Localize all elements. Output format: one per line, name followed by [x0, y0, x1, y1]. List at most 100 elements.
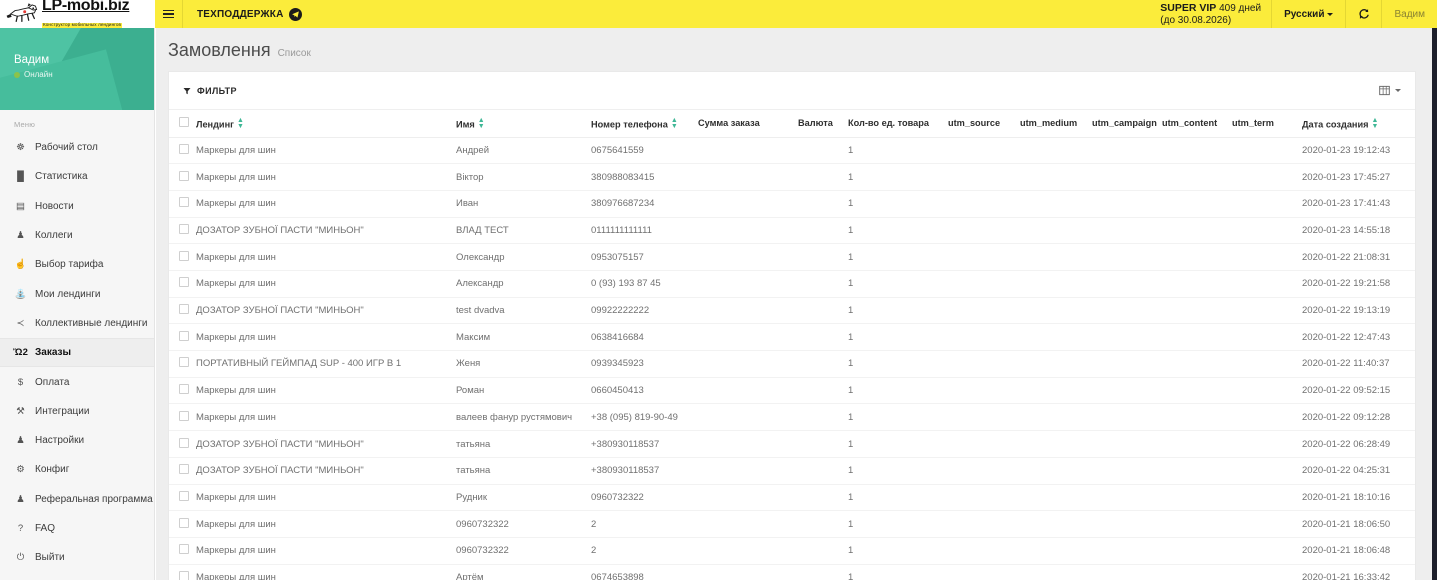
- cell-qty: 1: [848, 137, 948, 165]
- cell-utm_source: [948, 377, 1020, 405]
- cell-utm_content: [1162, 323, 1232, 352]
- table-row[interactable]: Маркеры для шин Віктор 380988083415 1 2020-0…: [169, 163, 1415, 191]
- cell-date: 2020-01-21 16:33:42: [1302, 564, 1415, 580]
- row-checkbox[interactable]: [179, 330, 189, 341]
- sidebar-item-6[interactable]: ≺ Коллективные лендинги: [0, 309, 154, 338]
- column-header-label: Кол-во ед. товара: [848, 118, 929, 129]
- table-row[interactable]: Маркеры для шин Артём 0674653898 1 2020-01-2…: [169, 564, 1415, 580]
- cell-phone: 2: [591, 537, 698, 565]
- row-checkbox[interactable]: [179, 357, 189, 368]
- row-checkbox[interactable]: [179, 437, 189, 448]
- table-row[interactable]: ДОЗАТОР ЗУБНОЇ ПАСТИ "МИНЬОН" татьяна +380…: [169, 430, 1415, 458]
- sort-icon[interactable]: ▲ ▼: [477, 117, 485, 131]
- column-chooser-button[interactable]: [1379, 85, 1401, 96]
- cell-landing: Маркеры для шин: [196, 163, 456, 191]
- table-row[interactable]: ДОЗАТОР ЗУБНОЇ ПАСТИ "МИНЬОН" ВЛАД ТЕСТ 01…: [169, 217, 1415, 245]
- cell-utm_campaign: [1092, 217, 1162, 245]
- page-title: Замовлення: [168, 40, 271, 60]
- row-checkbox[interactable]: [179, 544, 189, 555]
- column-header-label: utm_medium: [1020, 118, 1078, 129]
- cell-utm_campaign: [1092, 190, 1162, 218]
- cell-phone: +38 (095) 819-90-49: [591, 403, 698, 432]
- cell-landing: Маркеры для шин: [196, 537, 456, 565]
- row-checkbox[interactable]: [179, 464, 189, 475]
- main-content: Замовлення Список ФИЛЬТР Лендинг ▲ ▼ Имя ▲ ▼ Н…: [156, 28, 1432, 580]
- cell-sum: [698, 323, 798, 352]
- cell-phone: 0111111111111: [591, 217, 698, 245]
- table-row[interactable]: Маркеры для шин Рудник 0960732322 1 2020-01-…: [169, 484, 1415, 512]
- sidebar-item-1[interactable]: █ Статистика: [0, 162, 154, 191]
- sidebar-item-8[interactable]: $ Оплата: [0, 367, 154, 396]
- sidebar-item-7[interactable]: Ὥ2 Заказы: [0, 338, 154, 368]
- table-row[interactable]: Маркеры для шин Александр 0 (93) 193 87 45…: [169, 270, 1415, 298]
- row-checkbox[interactable]: [179, 170, 189, 181]
- vip-status-block: SUPER VIP 409 дней (до 30.08.2026): [1150, 0, 1271, 28]
- row-checkbox[interactable]: [179, 277, 189, 288]
- sort-icon[interactable]: ▲ ▼: [1371, 117, 1379, 131]
- table-row[interactable]: ДОЗАТОР ЗУБНОЇ ПАСТИ "МИНЬОН" татьяна +380…: [169, 457, 1415, 485]
- vip-expiry: (до 30.08.2026): [1160, 14, 1232, 26]
- column-header-date[interactable]: Дата создания ▲ ▼: [1302, 110, 1415, 138]
- row-checkbox[interactable]: [179, 384, 189, 395]
- sort-icon[interactable]: ▲ ▼: [670, 117, 678, 131]
- sidebar-item-3[interactable]: ♟ Коллеги: [0, 221, 154, 250]
- table-row[interactable]: Маркеры для шин Роман 0660450413 1 2020-01-2…: [169, 377, 1415, 405]
- cell-utm_medium: [1020, 323, 1092, 352]
- column-header-label: Дата создания: [1302, 119, 1369, 130]
- row-checkbox[interactable]: [179, 224, 189, 234]
- language-selector[interactable]: Русский: [1271, 0, 1345, 28]
- cell-landing: Маркеры для шин: [196, 564, 456, 580]
- user-menu-button[interactable]: Вадим: [1381, 0, 1437, 28]
- sidebar-item-9[interactable]: ⚒ Интеграции: [0, 397, 154, 426]
- cell-utm_content: [1162, 377, 1232, 405]
- column-header-landing[interactable]: Лендинг ▲ ▼: [196, 110, 456, 138]
- sidebar-item-2[interactable]: ▤ Новости: [0, 192, 154, 221]
- cell-sum: [698, 430, 798, 458]
- brand-logo[interactable]: LP-mobi.biz Конструктор мобильных лендин…: [0, 0, 155, 28]
- table-row[interactable]: ДОЗАТОР ЗУБНОЇ ПАСТИ "МИНЬОН" test dvadva…: [169, 297, 1415, 325]
- cell-qty: 1: [848, 457, 948, 485]
- table-row[interactable]: Маркеры для шин Олександр 0953075157 1 2020-…: [169, 243, 1415, 272]
- refresh-button[interactable]: [1345, 0, 1381, 28]
- table-row[interactable]: Маркеры для шин валеев фанур рустямович +3…: [169, 403, 1415, 432]
- sidebar-item-label: Заказы: [35, 347, 72, 359]
- sidebar-toggle-button[interactable]: [155, 0, 183, 28]
- row-checkbox[interactable]: [179, 410, 189, 421]
- support-button[interactable]: ТЕХПОДДЕРЖКА: [183, 0, 316, 28]
- row-checkbox[interactable]: [179, 570, 189, 580]
- row-checkbox[interactable]: [179, 517, 189, 528]
- select-all-checkbox[interactable]: [179, 117, 189, 128]
- cell-landing: Маркеры для шин: [196, 243, 456, 272]
- table-row[interactable]: Маркеры для шин Максим 0638416684 1 2020-01-…: [169, 323, 1415, 352]
- sidebar-item-10[interactable]: ♟ Настройки: [0, 426, 154, 455]
- table-row[interactable]: Маркеры для шин 0960732322 2 1 2020-01-21 18…: [169, 537, 1415, 565]
- sidebar-item-0[interactable]: ☸ Рабочий стол: [0, 133, 154, 162]
- sidebar-item-14[interactable]: ⏻ Выйти: [0, 543, 154, 572]
- cell-currency: [798, 350, 848, 378]
- sidebar-item-12[interactable]: ♟ Реферальная программа: [0, 485, 154, 514]
- cell-date: 2020-01-22 09:52:15: [1302, 377, 1415, 405]
- row-checkbox[interactable]: [179, 304, 189, 315]
- bar-chart-icon: █: [17, 171, 24, 183]
- row-select-cell: [169, 190, 196, 218]
- row-checkbox[interactable]: [179, 197, 189, 208]
- page-scrollbar[interactable]: [1432, 28, 1437, 580]
- sidebar-item-11[interactable]: ⚙ Конфиг: [0, 455, 154, 484]
- row-checkbox[interactable]: [179, 143, 189, 154]
- sidebar-item-4[interactable]: ☝ Выбор тарифа: [0, 250, 154, 279]
- column-header-name[interactable]: Имя ▲ ▼: [456, 110, 591, 138]
- column-header-phone[interactable]: Номер телефона ▲ ▼: [591, 110, 698, 138]
- sidebar-item-13[interactable]: ? FAQ: [0, 514, 154, 543]
- table-row[interactable]: Маркеры для шин 0960732322 2 1 2020-01-21 18…: [169, 510, 1415, 538]
- table-row[interactable]: Маркеры для шин Андрей 0675641559 1 2020-01-…: [169, 137, 1415, 165]
- row-select-cell: [169, 163, 196, 191]
- table-row[interactable]: Маркеры для шин Иван 380976687234 1 2020-01-…: [169, 190, 1415, 218]
- row-checkbox[interactable]: [179, 490, 189, 501]
- sidebar-item-5[interactable]: ⛲ Мои лендинги: [0, 279, 154, 308]
- cell-phone: +380930118537: [591, 430, 698, 458]
- filter-button[interactable]: ФИЛЬТР: [183, 86, 237, 96]
- sort-icon[interactable]: ▲ ▼: [236, 117, 244, 131]
- row-checkbox[interactable]: [179, 250, 189, 261]
- cell-phone: 0675641559: [591, 137, 698, 165]
- table-row[interactable]: ПОРТАТИВНЫЙ ГЕЙМПАД SUP - 400 ИГР В 1 Жен…: [169, 350, 1415, 378]
